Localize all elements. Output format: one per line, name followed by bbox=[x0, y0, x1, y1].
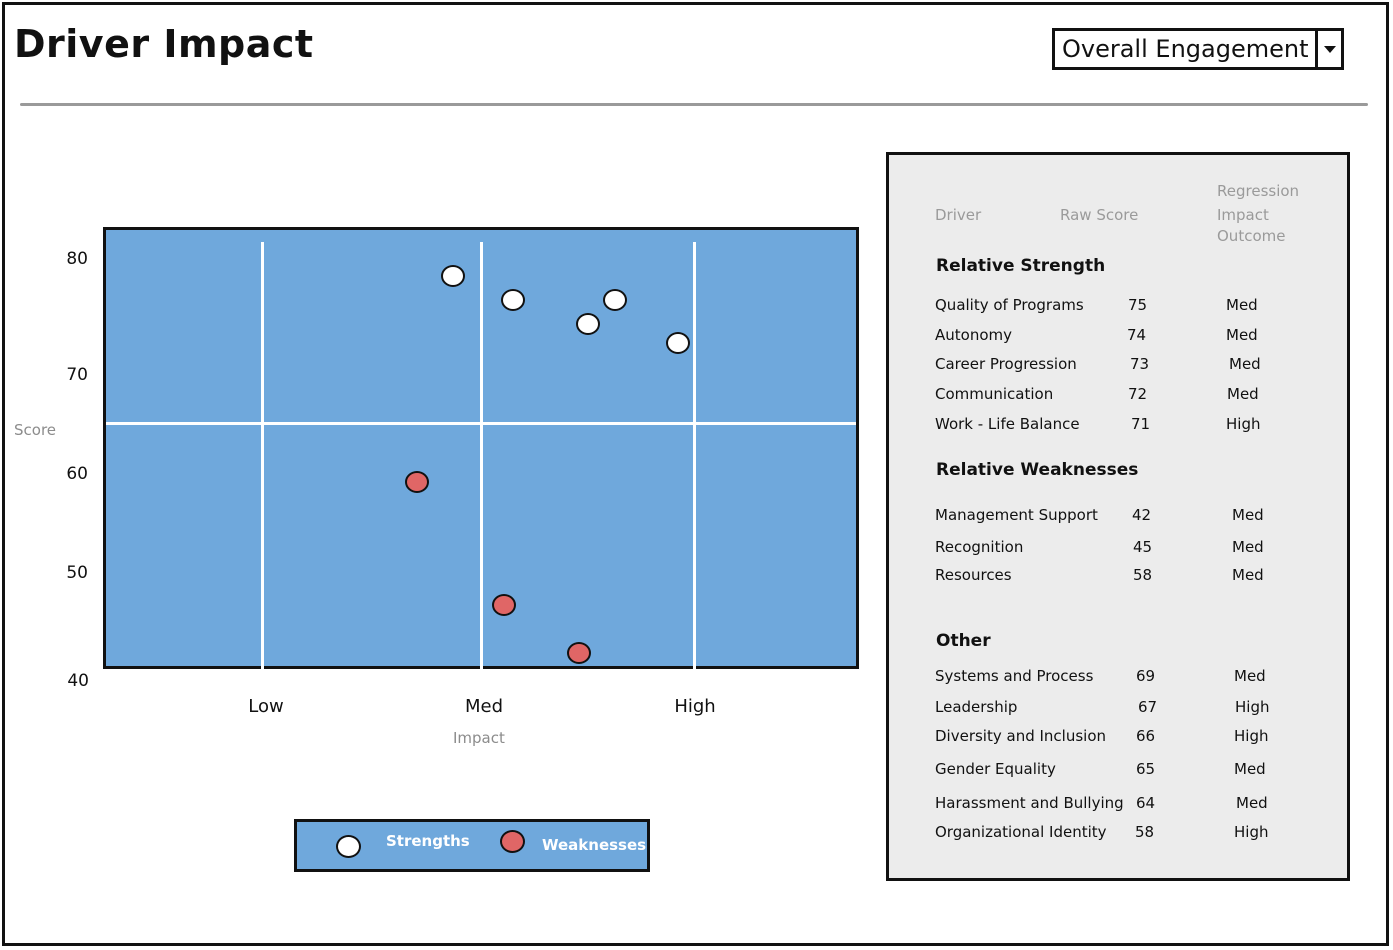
driver-name: Management Support bbox=[935, 506, 1098, 524]
driver-name: Recognition bbox=[935, 538, 1024, 556]
column-header-regression: Regression bbox=[1217, 182, 1300, 200]
y-tick-label: 70 bbox=[66, 365, 88, 385]
y-tick-label: 50 bbox=[66, 563, 88, 583]
driver-impact: High bbox=[1235, 698, 1270, 716]
legend-weaknesses-label: Weaknesses bbox=[542, 836, 647, 854]
x-tick-label: Low bbox=[248, 696, 284, 717]
weakness-point[interactable] bbox=[405, 471, 429, 493]
strength-point[interactable] bbox=[441, 265, 465, 287]
grid-line-high bbox=[693, 242, 696, 672]
driver-score: 67 bbox=[1138, 698, 1158, 716]
driver-impact: High bbox=[1234, 823, 1269, 841]
x-tick-label: High bbox=[674, 696, 716, 717]
scatter-plot-area bbox=[103, 227, 859, 672]
driver-name: Resources bbox=[935, 566, 1012, 584]
grid-line-low bbox=[261, 242, 264, 672]
driver-name: Leadership bbox=[935, 698, 1018, 716]
driver-score: 69 bbox=[1136, 667, 1156, 685]
strength-point[interactable] bbox=[603, 289, 627, 311]
driver-impact: Med bbox=[1232, 566, 1264, 584]
driver-score: 58 bbox=[1133, 566, 1153, 584]
driver-name: Gender Equality bbox=[935, 760, 1056, 778]
y-tick-label: 80 bbox=[66, 249, 88, 269]
driver-impact: Med bbox=[1227, 385, 1259, 403]
page-title: Driver Impact bbox=[14, 22, 314, 66]
chart-legend: Strengths Weaknesses bbox=[294, 819, 650, 872]
driver-impact: Med bbox=[1232, 538, 1264, 556]
strength-point[interactable] bbox=[576, 313, 600, 335]
x-tick-label: Med bbox=[464, 696, 504, 717]
y-tick-label: 40 bbox=[67, 671, 89, 691]
driver-score: 58 bbox=[1135, 823, 1155, 841]
weakness-point[interactable] bbox=[567, 642, 591, 664]
driver-name: Autonomy bbox=[935, 326, 1012, 344]
column-header-outcome: Outcome bbox=[1217, 227, 1286, 245]
driver-score: 71 bbox=[1131, 415, 1151, 433]
y-axis-title: Score bbox=[14, 421, 57, 439]
driver-score: 45 bbox=[1133, 538, 1153, 556]
weaknesses-swatch bbox=[500, 830, 525, 853]
driver-impact: Med bbox=[1234, 760, 1266, 778]
driver-impact: Med bbox=[1232, 506, 1264, 524]
driver-score: 74 bbox=[1127, 326, 1147, 344]
driver-score: 73 bbox=[1130, 355, 1150, 373]
section-title-strength: Relative Strength bbox=[936, 256, 1106, 276]
driver-name: Systems and Process bbox=[935, 667, 1094, 685]
strength-point[interactable] bbox=[501, 289, 525, 311]
y-tick-label: 60 bbox=[66, 464, 88, 484]
column-header-driver: Driver bbox=[935, 206, 982, 224]
metric-dropdown-value: Overall Engagement bbox=[1062, 35, 1309, 63]
driver-score: 72 bbox=[1128, 385, 1148, 403]
driver-score: 66 bbox=[1136, 727, 1156, 745]
chevron-down-icon[interactable] bbox=[1315, 31, 1341, 67]
driver-table-panel: Driver Raw Score Regression Impact Outco… bbox=[886, 152, 1350, 881]
column-header-raw-score: Raw Score bbox=[1060, 206, 1139, 224]
driver-name: Communication bbox=[935, 385, 1054, 403]
section-title-other: Other bbox=[936, 631, 991, 651]
driver-impact: High bbox=[1226, 415, 1261, 433]
legend-strengths-label: Strengths bbox=[386, 832, 470, 850]
grid-line-midscore bbox=[106, 422, 856, 425]
x-axis-title: Impact bbox=[453, 729, 505, 747]
strength-point[interactable] bbox=[666, 332, 690, 354]
driver-impact: Med bbox=[1226, 296, 1258, 314]
strengths-swatch bbox=[336, 835, 361, 858]
weakness-point[interactable] bbox=[492, 594, 516, 616]
driver-impact: High bbox=[1234, 727, 1269, 745]
section-title-weaknesses: Relative Weaknesses bbox=[936, 460, 1139, 480]
driver-impact: Med bbox=[1236, 794, 1268, 812]
driver-name: Career Progression bbox=[935, 355, 1077, 373]
driver-name: Work - Life Balance bbox=[935, 415, 1080, 433]
grid-line-med bbox=[480, 242, 483, 672]
driver-name: Quality of Programs bbox=[935, 296, 1084, 314]
driver-impact: Med bbox=[1234, 667, 1266, 685]
driver-impact: Med bbox=[1229, 355, 1261, 373]
column-header-impact: Impact bbox=[1217, 206, 1269, 224]
driver-score: 65 bbox=[1136, 760, 1156, 778]
driver-impact: Med bbox=[1226, 326, 1258, 344]
header-divider bbox=[20, 103, 1368, 106]
driver-name: Harassment and Bullying bbox=[935, 794, 1124, 812]
driver-name: Diversity and Inclusion bbox=[935, 727, 1107, 745]
driver-name: Organizational Identity bbox=[935, 823, 1107, 841]
driver-score: 75 bbox=[1128, 296, 1148, 314]
driver-score: 64 bbox=[1136, 794, 1156, 812]
metric-dropdown[interactable]: Overall Engagement bbox=[1052, 28, 1344, 70]
driver-score: 42 bbox=[1132, 506, 1152, 524]
